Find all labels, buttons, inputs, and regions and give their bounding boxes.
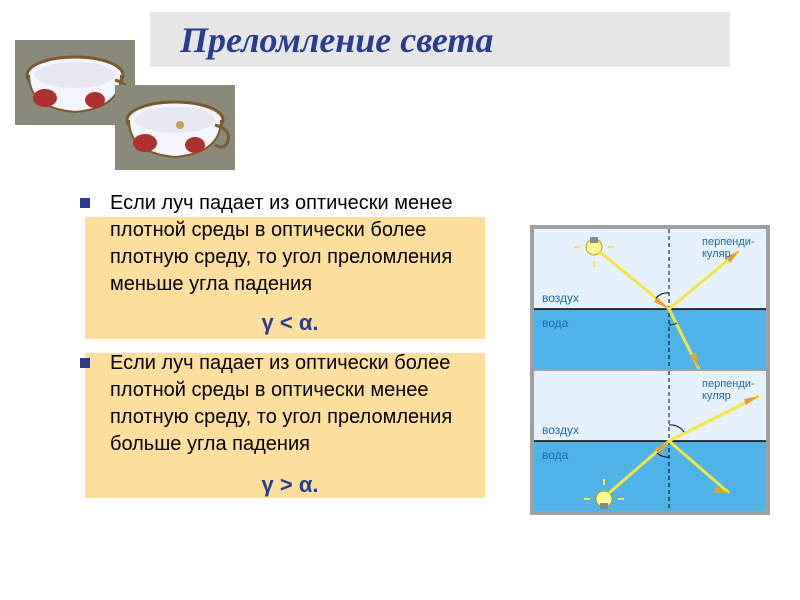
refraction-diagram-2: перпенди- куляр воздух вода [534, 371, 766, 511]
cup-photo-2 [115, 85, 235, 170]
diagram-container: перпенди- куляр воздух вода [530, 225, 770, 515]
bullet-2 [80, 358, 90, 368]
label-air-2: воздух [542, 423, 579, 437]
formula-1: γ < α. [110, 310, 470, 336]
refraction-diagram-1: перпенди- куляр воздух вода [534, 229, 766, 369]
label-perpendicular: перпенди- [702, 236, 755, 248]
label-air: воздух [542, 291, 579, 305]
svg-text:куляр: куляр [702, 390, 731, 402]
svg-text:куляр: куляр [702, 248, 731, 260]
paragraph-1: Если луч падает из оптически менее плотн… [110, 190, 470, 298]
formula-2: γ > α. [110, 472, 470, 498]
label-water-2: вода [542, 448, 569, 462]
label-perpendicular-2: перпенди- [702, 378, 755, 390]
page-title: Преломление света [180, 19, 493, 61]
label-water: вода [542, 316, 569, 330]
bullet-1 [80, 198, 90, 208]
title-bar: Преломление света [150, 12, 730, 67]
paragraph-2: Если луч падает из оптически более плотн… [110, 350, 470, 458]
